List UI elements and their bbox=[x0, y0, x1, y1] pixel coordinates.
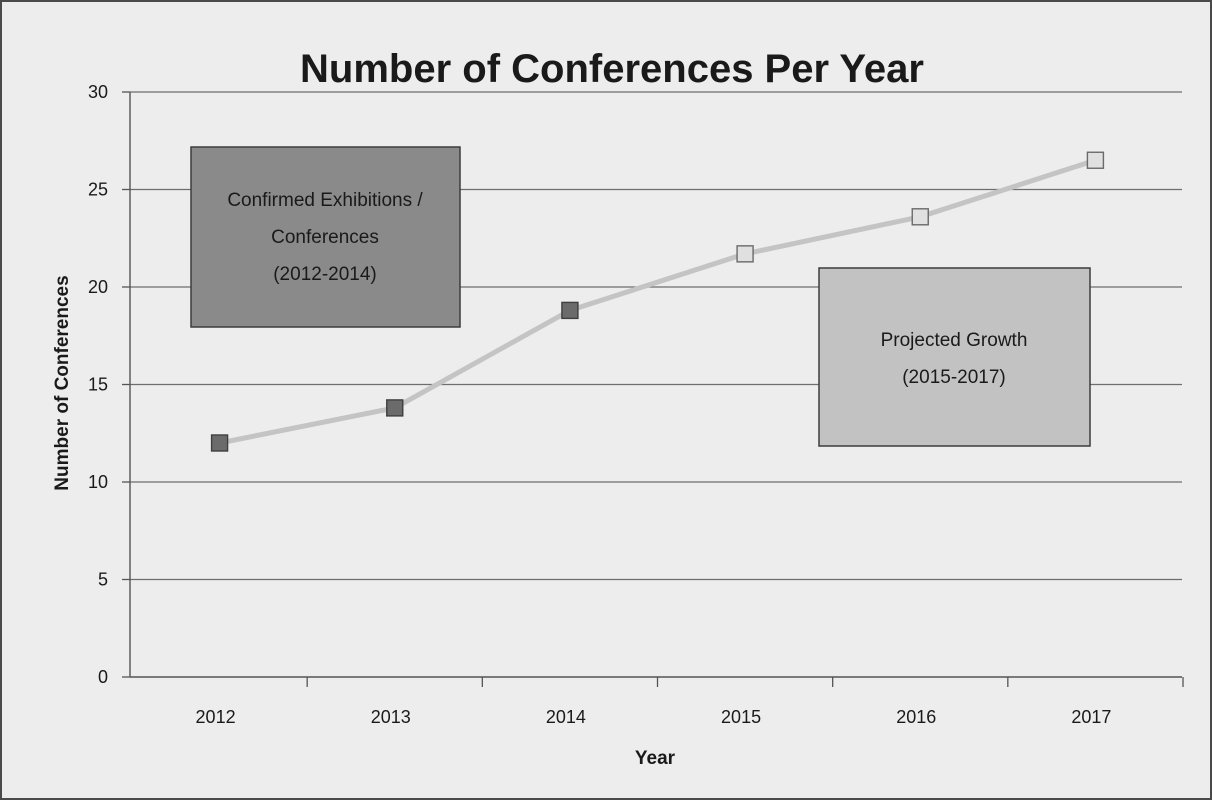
y-tick-label: 25 bbox=[88, 180, 108, 200]
x-tick-label: 2016 bbox=[896, 707, 936, 727]
data-series bbox=[210, 151, 1105, 452]
x-tick-label: 2013 bbox=[371, 707, 411, 727]
x-tick-label: 2014 bbox=[546, 707, 586, 727]
data-point-marker bbox=[386, 399, 404, 417]
y-tick-labels: 0 5 10 15 20 25 30 bbox=[88, 82, 108, 687]
confirmed-annotation-box bbox=[190, 146, 461, 328]
projected-annotation-text: Projected Growth bbox=[881, 330, 1028, 351]
y-axis-label: Number of Conferences bbox=[52, 275, 73, 490]
chart-title: Number of Conferences Per Year bbox=[300, 47, 924, 91]
y-tick-label: 5 bbox=[98, 570, 108, 590]
y-tick-label: 15 bbox=[88, 375, 108, 395]
series-line bbox=[219, 157, 1097, 446]
confirmed-annotation-text: (2012-2014) bbox=[273, 264, 377, 285]
data-point-marker bbox=[736, 245, 754, 263]
x-tick-labels: 2012 2013 2014 2015 2016 2017 bbox=[196, 707, 1112, 727]
annotation-boxes: Confirmed Exhibitions / Conferences (2012-… bbox=[190, 146, 1091, 447]
confirmed-annotation-text: Confirmed Exhibitions / bbox=[227, 190, 423, 211]
axes bbox=[129, 92, 1184, 687]
data-point-marker bbox=[1086, 151, 1105, 169]
y-tick-label: 10 bbox=[88, 472, 108, 492]
projected-annotation-text: (2015-2017) bbox=[902, 367, 1006, 388]
x-tick-label: 2017 bbox=[1071, 707, 1111, 727]
data-point-marker bbox=[911, 208, 929, 226]
y-tick-label: 0 bbox=[98, 667, 108, 687]
x-tick-label: 2012 bbox=[196, 707, 236, 727]
projected-annotation-box bbox=[818, 267, 1091, 447]
x-tick-label: 2015 bbox=[721, 707, 761, 727]
data-point-marker bbox=[561, 301, 579, 320]
x-axis-label: Year bbox=[635, 748, 676, 769]
y-tick-label: 30 bbox=[88, 82, 108, 102]
y-tick-label: 20 bbox=[88, 277, 108, 297]
confirmed-annotation-text: Conferences bbox=[271, 227, 379, 248]
data-point-marker bbox=[210, 434, 229, 452]
